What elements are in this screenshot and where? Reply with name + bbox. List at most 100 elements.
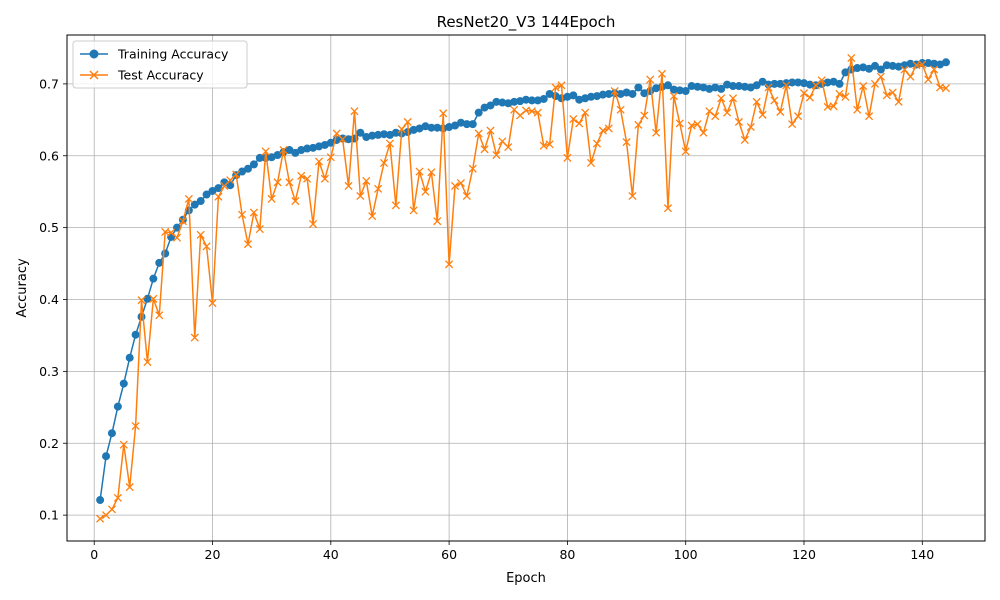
x-tick-label: 100 [674, 547, 698, 562]
data-point [314, 157, 324, 166]
data-point [125, 353, 134, 362]
data-point [622, 138, 631, 147]
data-point [870, 79, 880, 88]
data-point [214, 192, 223, 201]
data-point [527, 107, 536, 116]
y-tick-label: 0.3 [39, 364, 59, 379]
data-point [799, 89, 809, 98]
data-point [303, 174, 312, 183]
data-point [723, 108, 732, 117]
data-point [155, 258, 164, 267]
data-point [190, 333, 199, 342]
data-point [397, 125, 406, 134]
data-point [717, 94, 726, 103]
data-point [539, 141, 548, 150]
data-point [309, 219, 318, 229]
data-point [208, 299, 217, 308]
data-point [865, 64, 874, 73]
data-point [663, 81, 672, 90]
data-point [255, 225, 264, 234]
x-tick-label: 20 [205, 547, 221, 562]
y-tick-label: 0.4 [39, 292, 59, 307]
data-point [675, 119, 684, 128]
series-layer [96, 53, 951, 523]
data-point [456, 179, 465, 188]
data-point [882, 61, 891, 70]
data-point [764, 80, 773, 89]
data-point [486, 101, 495, 110]
data-point [486, 126, 495, 135]
data-point [291, 196, 300, 206]
data-point [930, 59, 939, 68]
data-point [640, 111, 649, 120]
data-point [634, 120, 643, 129]
data-point [888, 88, 897, 97]
data-point [687, 82, 696, 91]
data-point [202, 242, 211, 251]
data-point [681, 147, 690, 156]
data-point [841, 92, 850, 101]
data-point [776, 107, 785, 116]
x-tick-label: 60 [441, 547, 457, 562]
data-point [107, 429, 116, 438]
data-point [888, 61, 897, 70]
data-point [805, 93, 814, 102]
data-point [131, 421, 140, 431]
data-point [415, 167, 424, 176]
data-point [870, 61, 879, 70]
data-point [693, 120, 702, 129]
data-point [320, 174, 329, 183]
data-point [243, 240, 253, 249]
data-point [492, 97, 501, 106]
x-tick-label: 80 [559, 547, 575, 562]
data-point [752, 81, 761, 90]
data-point [480, 145, 489, 154]
data-point [149, 274, 158, 283]
data-point [119, 440, 128, 449]
data-point [226, 181, 235, 190]
data-point [374, 184, 383, 193]
x-tick-label: 120 [792, 547, 816, 562]
data-point [782, 81, 791, 90]
data-point [155, 311, 164, 320]
data-point [261, 147, 270, 156]
data-point [794, 112, 803, 121]
data-point [178, 217, 187, 226]
data-point [906, 59, 915, 68]
data-point [788, 78, 797, 87]
data-point [894, 97, 903, 106]
data-point [829, 102, 838, 111]
data-point [865, 112, 874, 121]
data-point [421, 187, 430, 196]
data-point [297, 171, 306, 180]
data-point [391, 201, 400, 210]
data-point [356, 128, 365, 137]
data-point [693, 82, 702, 91]
data-point [379, 158, 389, 167]
data-point [669, 92, 678, 101]
data-point [853, 64, 862, 73]
axis-ticks: 0 20 40 60 80 100 120 140 0.1 0.2 0.3 0.4 0.5 0.6 0.7 [39, 76, 934, 562]
data-point [285, 146, 294, 154]
data-point [663, 204, 673, 213]
data-point [102, 452, 111, 461]
data-point [267, 194, 276, 203]
data-point [391, 128, 400, 137]
plot-frame [66, 34, 986, 542]
data-point [249, 160, 258, 169]
data-point [587, 158, 596, 167]
y-tick-label: 0.2 [39, 436, 59, 451]
data-point [279, 145, 288, 155]
data-point [196, 230, 205, 239]
data-point [687, 121, 696, 130]
data-point [462, 191, 471, 201]
data-point [338, 135, 347, 144]
data-point [202, 190, 211, 199]
data-point [758, 110, 767, 119]
data-point [604, 89, 613, 98]
data-point [427, 168, 436, 177]
data-point [817, 76, 826, 85]
data-point [924, 75, 933, 84]
data-point [137, 296, 146, 305]
data-point [527, 96, 536, 105]
